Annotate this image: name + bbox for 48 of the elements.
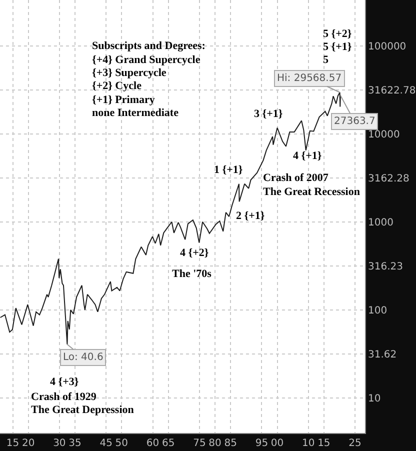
annotation: 4 {+3} bbox=[50, 376, 79, 388]
x-tick-label: 75 bbox=[193, 438, 206, 449]
x-tick-label: 10 bbox=[302, 438, 315, 449]
x-tick-label: 20 bbox=[22, 438, 35, 449]
x-tick-label: 80 bbox=[208, 438, 222, 449]
annotation: 27363.7 bbox=[334, 116, 376, 127]
annotation: Crash of 1929 bbox=[31, 391, 97, 403]
y-tick-label: 3162.28 bbox=[368, 173, 410, 184]
annotation: The Great Recession bbox=[263, 186, 360, 198]
annotation: Lo: 40.6 bbox=[63, 352, 104, 363]
annotation: {+2} Cycle bbox=[92, 80, 142, 92]
x-tick-label: 60 bbox=[146, 438, 160, 449]
annotation: The Great Depression bbox=[31, 404, 134, 416]
x-tick-label: 35 bbox=[68, 438, 82, 449]
x-tick-label: 85 bbox=[224, 438, 237, 449]
annotation: 5 bbox=[323, 54, 329, 66]
annotation: 5 {+1} bbox=[323, 41, 352, 53]
annotation: 3 {+1} bbox=[254, 108, 283, 120]
y-tick-label: 10 bbox=[368, 393, 381, 404]
x-tick-label: 45 bbox=[100, 438, 112, 449]
x-tick-label: 50 bbox=[115, 438, 128, 449]
annotation: 2 {+1} bbox=[236, 210, 265, 222]
x-tick-label: 00 bbox=[270, 438, 284, 449]
x-tick-label: 65 bbox=[162, 438, 175, 449]
annotation: {+1} Primary bbox=[92, 94, 156, 106]
y-tick-label: 10000 bbox=[368, 129, 400, 140]
x-tick-label: 25 bbox=[348, 438, 362, 449]
annotation: The '70s bbox=[172, 268, 212, 280]
y-tick-label: 100000 bbox=[368, 41, 406, 52]
y-tick-label: 31622.78 bbox=[368, 85, 416, 96]
annotation: {+3} Supercycle bbox=[92, 67, 166, 79]
annotation: 5 {+2} bbox=[323, 28, 352, 40]
x-tick-label: 95 bbox=[255, 438, 268, 449]
annotation: none Intermediate bbox=[92, 107, 179, 119]
annotation: 4 {+2} bbox=[180, 247, 209, 259]
y-tick-label: 1000 bbox=[368, 217, 394, 228]
x-tick-label: 15 bbox=[318, 438, 330, 449]
annotation: Crash of 2007 bbox=[263, 172, 329, 184]
annotation: Hi: 29568.57 bbox=[277, 73, 342, 84]
annotation: 4 {+1} bbox=[293, 150, 322, 162]
y-tick-label: 31.62 bbox=[368, 349, 397, 360]
x-tick-label: 30 bbox=[53, 438, 66, 449]
annotation: 1 {+1} bbox=[214, 164, 243, 176]
annotation: Subscripts and Degrees: bbox=[92, 40, 206, 52]
y-tick-label: 100 bbox=[368, 305, 388, 316]
x-tick-label: 15 bbox=[6, 438, 20, 449]
y-tick-label: 316.23 bbox=[368, 261, 403, 272]
annotation: {+4} Grand Supercycle bbox=[92, 54, 200, 66]
